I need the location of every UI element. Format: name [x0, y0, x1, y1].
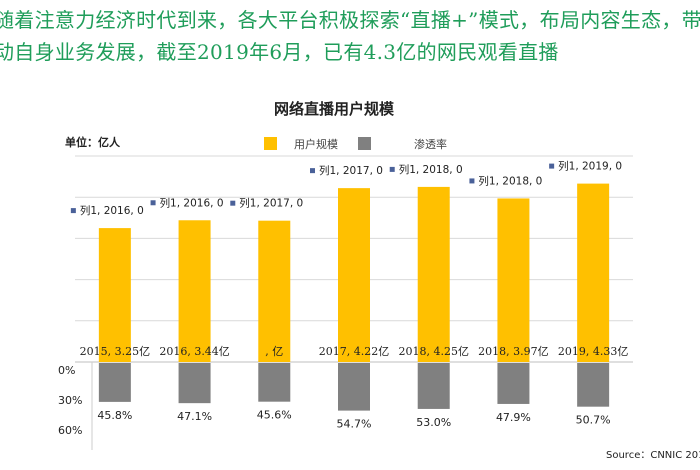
- bar-users: [98, 228, 131, 362]
- users-data-label: 2017, 4.22亿: [319, 345, 389, 358]
- bar-users: [577, 183, 610, 362]
- legend-label-users: 用户规模: [294, 137, 338, 151]
- rate-data-label: 47.9%: [496, 411, 531, 424]
- bar-rate: [258, 363, 291, 402]
- bar-rate: [577, 363, 610, 407]
- rate-tick-30: 30%: [58, 394, 82, 407]
- series-data-label: 列1, 2018, 0: [399, 163, 463, 176]
- series-marker: [70, 208, 76, 214]
- bar-rate: [417, 363, 450, 409]
- series-data-label: 列1, 2018, 0: [478, 174, 542, 187]
- bar-users: [497, 198, 530, 362]
- headline-line-2: 动自身业务发展，截至2019年6月，已有4.3亿的网民观看直播: [0, 40, 559, 64]
- rate-data-label: 45.8%: [97, 409, 132, 422]
- series-marker: [549, 163, 555, 169]
- users-data-label: 2018, 3.97亿: [478, 345, 548, 358]
- bar-rate: [497, 363, 530, 404]
- bar-rate: [178, 363, 211, 404]
- series-marker: [310, 168, 315, 174]
- bar-rate: [98, 363, 131, 402]
- series-marker: [230, 200, 236, 206]
- users-data-label: 2016, 3.44亿: [159, 345, 229, 358]
- rate-data-label: 45.6%: [257, 409, 292, 422]
- series-data-label: 列1, 2016, 0: [80, 204, 144, 217]
- series-marker: [150, 200, 156, 206]
- source-note: Source：CNNIC 201: [606, 450, 700, 461]
- users-data-label: , 亿: [265, 345, 283, 358]
- chart-title: 网络直播用户规模: [274, 100, 395, 118]
- rate-data-label: 47.1%: [177, 410, 212, 423]
- rate-tick-0: 0%: [58, 364, 75, 377]
- bar-users: [258, 220, 291, 362]
- headline-line-1: 随着注意力经济时代到来，各大平台积极探索“直播+”模式，布局内容生态，带: [0, 8, 700, 32]
- bar-users: [178, 220, 211, 362]
- series-data-label: 列1, 2019, 0: [558, 160, 622, 173]
- series-data-label: 列1, 2017, 0: [319, 164, 383, 177]
- bar-rate: [338, 363, 370, 411]
- bar-users: [417, 186, 450, 362]
- series-data-label: 列1, 2017, 0: [239, 197, 303, 210]
- legend-swatch-rate: [358, 137, 371, 150]
- bar-users: [338, 188, 370, 362]
- users-data-label: 2018, 4.25亿: [398, 345, 468, 358]
- series-marker: [469, 178, 475, 184]
- series-data-label: 列1, 2016, 0: [160, 196, 224, 209]
- rate-data-label: 54.7%: [337, 418, 372, 431]
- users-data-label: 2019, 4.33亿: [558, 345, 628, 358]
- rate-data-label: 50.7%: [576, 414, 611, 427]
- rate-tick-60: 60%: [58, 424, 82, 437]
- legend-swatch-users: [264, 137, 277, 150]
- series-marker: [389, 166, 395, 172]
- unit-label: 单位：亿人: [65, 135, 121, 149]
- users-data-label: 2015, 3.25亿: [80, 345, 150, 358]
- legend-label-rate: 渗透率: [414, 137, 447, 151]
- rate-data-label: 53.0%: [416, 416, 451, 429]
